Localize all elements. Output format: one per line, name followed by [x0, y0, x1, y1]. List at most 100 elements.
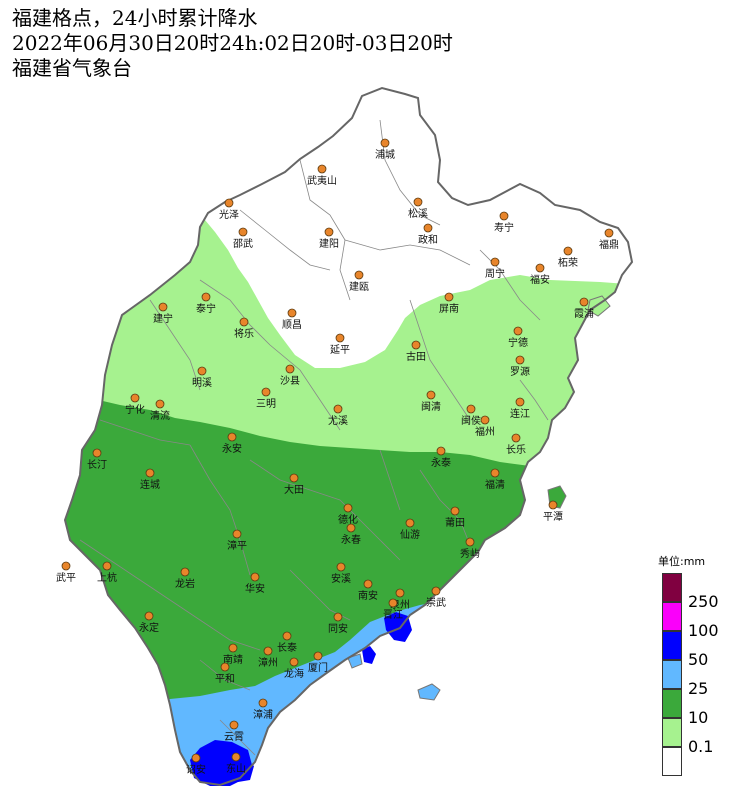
legend-unit: 单位:mm [658, 555, 706, 568]
map-issuer: 福建省气象台 [12, 56, 132, 80]
city-label: 平潭 [543, 511, 563, 523]
city-dot-icon [261, 387, 271, 397]
legend-swatch [662, 660, 682, 689]
city-55: 晋江 [383, 598, 403, 621]
city-50: 华安 [245, 572, 265, 595]
city-label: 厦门 [308, 661, 328, 674]
city-label: 福鼎 [599, 238, 619, 251]
map-title: 福建格点，24小时累计降水 [12, 6, 258, 30]
city-label: 霞浦 [574, 307, 594, 320]
city-49: 龙岩 [175, 567, 195, 590]
city-label: 沙县 [280, 375, 300, 387]
city-dot-icon [201, 292, 211, 302]
city-label: 顺昌 [282, 319, 302, 331]
city-dot-icon [289, 657, 299, 667]
city-dot-icon [285, 364, 295, 374]
city-9: 建阳 [319, 227, 339, 250]
legend-label: 25 [688, 679, 709, 698]
city-21: 古田 [406, 340, 426, 363]
legend-label: 10 [688, 708, 709, 727]
legend-swatch [662, 573, 682, 602]
city-label: 延平 [330, 344, 350, 356]
city-label: 闽侯 [461, 414, 481, 427]
province-outline [63, 86, 634, 787]
legend-swatch [662, 602, 682, 631]
city-dot-icon [480, 415, 490, 425]
city-label: 将乐 [234, 328, 254, 340]
city-dot-icon [450, 506, 460, 516]
city-dot-icon [130, 393, 140, 403]
city-52: 南安 [358, 579, 378, 602]
city-label: 南靖 [223, 653, 243, 666]
city-10: 周宁 [485, 257, 505, 280]
city-22: 罗源 [510, 355, 530, 378]
city-dot-icon [228, 643, 238, 653]
city-label: 上杭 [97, 571, 117, 584]
city-39: 大田 [284, 473, 304, 496]
city-dot-icon [287, 308, 297, 318]
city-32: 福州 [475, 415, 495, 438]
city-label: 寿宁 [494, 221, 514, 234]
city-40: 平潭 [543, 500, 563, 523]
city-dot-icon [258, 698, 268, 708]
city-dot-icon [335, 333, 345, 343]
city-dot-icon [144, 611, 154, 621]
city-dot-icon [239, 317, 249, 327]
city-label: 永安 [222, 442, 242, 455]
city-dot-icon [92, 448, 102, 458]
city-dot-icon [380, 138, 390, 148]
city-dot-icon [405, 518, 415, 528]
city-dot-icon [333, 612, 343, 622]
city-dot-icon [579, 297, 589, 307]
city-label: 武夷山 [307, 174, 337, 187]
city-label: 清流 [150, 409, 170, 422]
city-45: 漳平 [227, 529, 247, 552]
city-51: 安溪 [331, 562, 351, 585]
legend-swatch [662, 631, 682, 660]
city-dot-icon [363, 579, 373, 589]
map-time-range: 2022年06月30日20时24h:02日20时-03日20时 [12, 31, 453, 55]
city-26: 宁化 [125, 393, 145, 416]
city-label: 崇武 [426, 596, 446, 609]
city-dot-icon [324, 227, 334, 237]
city-dot-icon [444, 292, 454, 302]
city-dot-icon [232, 529, 242, 539]
city-dot-icon [499, 211, 509, 221]
city-3: 松溪 [408, 197, 428, 220]
zone-rainstorm-jinjiang [384, 612, 412, 642]
city-label: 云霄 [224, 731, 244, 743]
city-label: 松溪 [408, 207, 428, 220]
city-36: 长汀 [87, 448, 107, 471]
city-dot-icon [250, 572, 260, 582]
city-dot-icon [490, 468, 500, 478]
city-0: 浦城 [375, 138, 395, 161]
city-dot-icon [346, 523, 356, 533]
city-67: 东山 [226, 752, 246, 775]
city-dot-icon [426, 390, 436, 400]
legend-label: 100 [688, 621, 719, 640]
city-dot-icon [388, 598, 398, 608]
city-label: 邵武 [233, 237, 253, 250]
city-label: 建瓯 [349, 280, 369, 293]
legend-label: 50 [688, 650, 709, 669]
city-dot-icon [224, 198, 234, 208]
city-dot-icon [317, 164, 327, 174]
city-label: 三明 [256, 398, 276, 410]
city-64: 漳浦 [253, 698, 273, 721]
city-7: 柘荣 [558, 246, 578, 269]
city-dot-icon [229, 720, 239, 730]
city-dot-icon [158, 302, 168, 312]
city-dot-icon [354, 270, 364, 280]
city-label: 大田 [284, 483, 304, 496]
city-dot-icon [436, 446, 446, 456]
city-41: 德化 [338, 503, 358, 526]
city-dot-icon [313, 651, 323, 661]
city-66: 诏安 [186, 753, 206, 776]
city-label: 同安 [328, 622, 348, 635]
city-13: 泰宁 [196, 292, 216, 315]
city-dot-icon [155, 399, 165, 409]
city-37: 连城 [140, 468, 160, 491]
city-dot-icon [465, 537, 475, 547]
city-label: 平和 [215, 673, 235, 685]
